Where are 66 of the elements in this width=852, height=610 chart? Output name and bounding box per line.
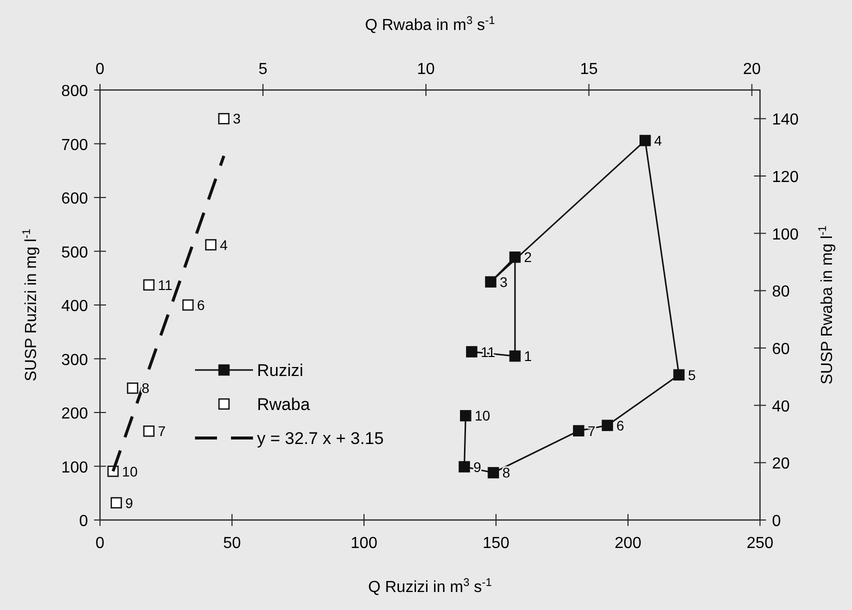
y-tick-label: 200 xyxy=(61,406,88,422)
y-tick-label: 0 xyxy=(79,513,88,530)
y-tick-label: 600 xyxy=(61,190,88,208)
annotation: 9 xyxy=(125,494,134,511)
y-tick-label: 20 xyxy=(772,456,790,473)
y-tick-label: 100 xyxy=(61,459,88,476)
point xyxy=(673,369,685,381)
annotation: 6 xyxy=(197,297,205,313)
y-tick-label: 0 xyxy=(772,513,781,530)
x-tick-label: 100 xyxy=(350,535,378,552)
annotation: 11 xyxy=(158,276,173,293)
point xyxy=(509,350,521,362)
x-tick-label: 50 xyxy=(223,535,241,552)
point xyxy=(182,299,194,311)
point xyxy=(126,382,138,394)
y-tick-label: 400 xyxy=(61,298,88,315)
point xyxy=(460,410,472,422)
point xyxy=(488,467,500,478)
y-tick-label: 300 xyxy=(61,352,88,369)
point xyxy=(466,346,478,358)
annotation: 1 xyxy=(524,348,532,364)
x-tick-label: 10 xyxy=(417,61,435,78)
y-tick-label: 80 xyxy=(772,284,790,301)
y-tick-label: 40 xyxy=(772,398,790,416)
x-tick-label: 0 xyxy=(96,535,105,552)
annotation: 10 xyxy=(122,463,138,480)
annotation: 2 xyxy=(524,249,532,266)
point xyxy=(143,279,155,291)
x-tick-label: 20 xyxy=(742,61,761,78)
point xyxy=(458,461,470,472)
x-tick-label: 15 xyxy=(580,61,598,78)
annotation: 6 xyxy=(616,417,624,434)
y-tick-label: 120 xyxy=(772,169,799,186)
y-tick-label: 500 xyxy=(61,244,88,262)
y-tick-label: 800 xyxy=(61,83,88,100)
annotation: 4 xyxy=(654,132,662,149)
legend-label: Rwaba xyxy=(257,395,310,414)
legend-label: y = 32.7 x + 3.15 xyxy=(257,429,384,448)
annotation: 8 xyxy=(502,464,510,481)
annotation: 10 xyxy=(474,408,490,424)
point xyxy=(143,425,155,437)
annotation: 7 xyxy=(158,423,166,440)
legend-label: Ruzizi xyxy=(257,361,304,380)
x-tick-label: 200 xyxy=(614,535,642,552)
y-tick-label: 140 xyxy=(772,112,799,129)
x-tick-label: 5 xyxy=(258,61,268,78)
point xyxy=(509,252,521,263)
x-tick-label: 250 xyxy=(746,535,774,552)
y-tick-label: 700 xyxy=(61,136,88,154)
x-axis-title: Q Ruzizi in m$^{3}$ s$^{-1}$ xyxy=(368,577,492,596)
point xyxy=(572,425,584,436)
point xyxy=(218,113,230,124)
y-tick-label: 60 xyxy=(772,341,790,358)
point xyxy=(110,497,122,508)
annotation: 5 xyxy=(688,366,696,383)
point xyxy=(602,420,614,432)
y-tick-label: 100 xyxy=(772,226,799,244)
point xyxy=(485,276,496,288)
annotation: 4 xyxy=(220,236,228,253)
annotation: 3 xyxy=(232,110,241,127)
x-axis-title: Q Rwaba in m$^{3}$ s$^{-1}$ xyxy=(364,15,496,34)
x-tick-label: 150 xyxy=(482,535,510,552)
point xyxy=(640,134,651,146)
annotation: 3 xyxy=(500,274,508,290)
x-tick-label: 0 xyxy=(96,61,105,78)
point xyxy=(205,239,216,250)
